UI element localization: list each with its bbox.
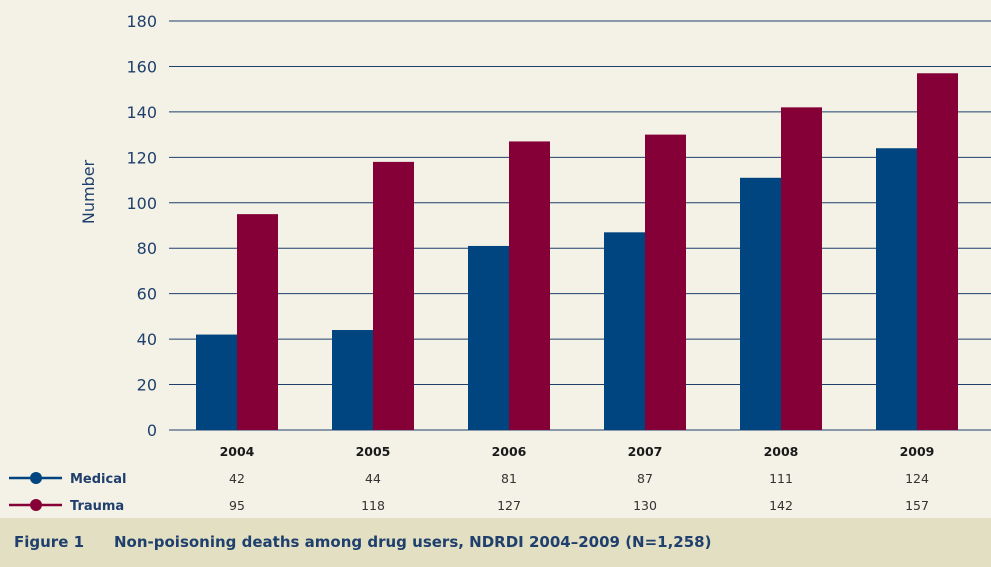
bar-medical-2006 [468, 245, 509, 430]
table-value-medical-2008: 111 [769, 471, 793, 486]
table-value-medical-2006: 81 [501, 471, 517, 486]
bar-trauma-2009 [917, 73, 958, 430]
bar-trauma-2007 [645, 134, 686, 430]
y-tick-label-40: 40 [137, 330, 157, 349]
legend-label-trauma: Trauma [70, 499, 124, 514]
table-value-trauma-2007: 130 [633, 498, 657, 513]
legend-label-medical: Medical [70, 472, 126, 487]
x-category-2009: 2009 [900, 444, 935, 459]
bar-trauma-2006 [509, 141, 550, 430]
bar-medical-2008 [740, 177, 781, 430]
table-value-medical-2009: 124 [905, 471, 929, 486]
y-tick-label-20: 20 [137, 376, 157, 395]
table-value-trauma-2009: 157 [905, 498, 929, 513]
legend-item-trauma: Trauma [9, 499, 124, 514]
legend-marker-medical [30, 472, 42, 484]
figure-title: Non-poisoning deaths among drug users, N… [114, 533, 712, 551]
table-value-trauma-2004: 95 [229, 498, 245, 513]
bar-trauma-2008 [781, 107, 822, 430]
y-tick-label-160: 160 [126, 57, 157, 76]
table-value-medical-2004: 42 [229, 471, 245, 486]
figure-caption: Figure 1 Non-poisoning deaths among drug… [0, 518, 991, 567]
bar-medical-2005 [332, 330, 373, 430]
x-axis-categories: 2004 2005 2006 2007 2008 2009 [220, 444, 935, 459]
y-tick-label-180: 180 [126, 12, 157, 31]
bar-medical-2004 [196, 334, 237, 430]
y-tick-label-80: 80 [137, 239, 157, 258]
bar-medical-2009 [876, 148, 917, 430]
x-category-2008: 2008 [764, 444, 799, 459]
bar-medical-2007 [604, 232, 645, 430]
table-value-medical-2007: 87 [637, 471, 653, 486]
x-category-2004: 2004 [220, 444, 255, 459]
table-value-trauma-2005: 118 [361, 498, 385, 513]
bar-trauma-2004 [237, 214, 278, 430]
y-axis-label: Number [79, 159, 98, 224]
table-value-trauma-2006: 127 [497, 498, 521, 513]
y-tick-label-0: 0 [147, 421, 157, 440]
gridlines [169, 20, 991, 431]
y-axis-ticks: 0 20 40 60 80 100 120 140 160 180 [126, 12, 157, 440]
bar-chart: 0 20 40 60 80 100 120 140 160 180 Number 2004 2005… [9, 12, 991, 514]
legend-item-medical: Medical [9, 472, 126, 487]
legend-marker-trauma [30, 499, 42, 511]
table-value-medical-2005: 44 [365, 471, 381, 486]
y-tick-label-140: 140 [126, 103, 157, 122]
y-tick-label-60: 60 [137, 285, 157, 304]
data-table: Medical 42 44 81 87 111 124 Trauma 95 118 127 130 14… [9, 471, 929, 514]
bar-trauma-2005 [373, 161, 414, 430]
y-tick-label-100: 100 [126, 194, 157, 213]
table-value-trauma-2008: 142 [769, 498, 793, 513]
bars [196, 73, 958, 430]
y-tick-label-120: 120 [126, 148, 157, 167]
x-category-2007: 2007 [628, 444, 663, 459]
figure-label: Figure 1 [14, 533, 85, 551]
x-category-2006: 2006 [492, 444, 527, 459]
x-category-2005: 2005 [356, 444, 391, 459]
